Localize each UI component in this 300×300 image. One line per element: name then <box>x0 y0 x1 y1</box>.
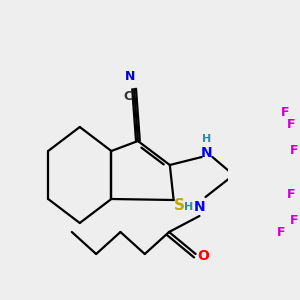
Text: F: F <box>290 214 299 226</box>
Text: N: N <box>124 70 135 83</box>
Text: F: F <box>281 106 290 119</box>
Text: O: O <box>197 249 209 263</box>
Text: F: F <box>277 226 286 239</box>
Text: N: N <box>201 146 213 160</box>
Text: F: F <box>290 143 299 157</box>
Text: F: F <box>287 188 296 202</box>
Text: C: C <box>124 91 133 103</box>
Text: H: H <box>202 134 212 144</box>
Text: H: H <box>184 202 194 212</box>
Text: S: S <box>174 197 185 212</box>
Text: N: N <box>194 200 205 214</box>
Text: F: F <box>287 118 296 131</box>
